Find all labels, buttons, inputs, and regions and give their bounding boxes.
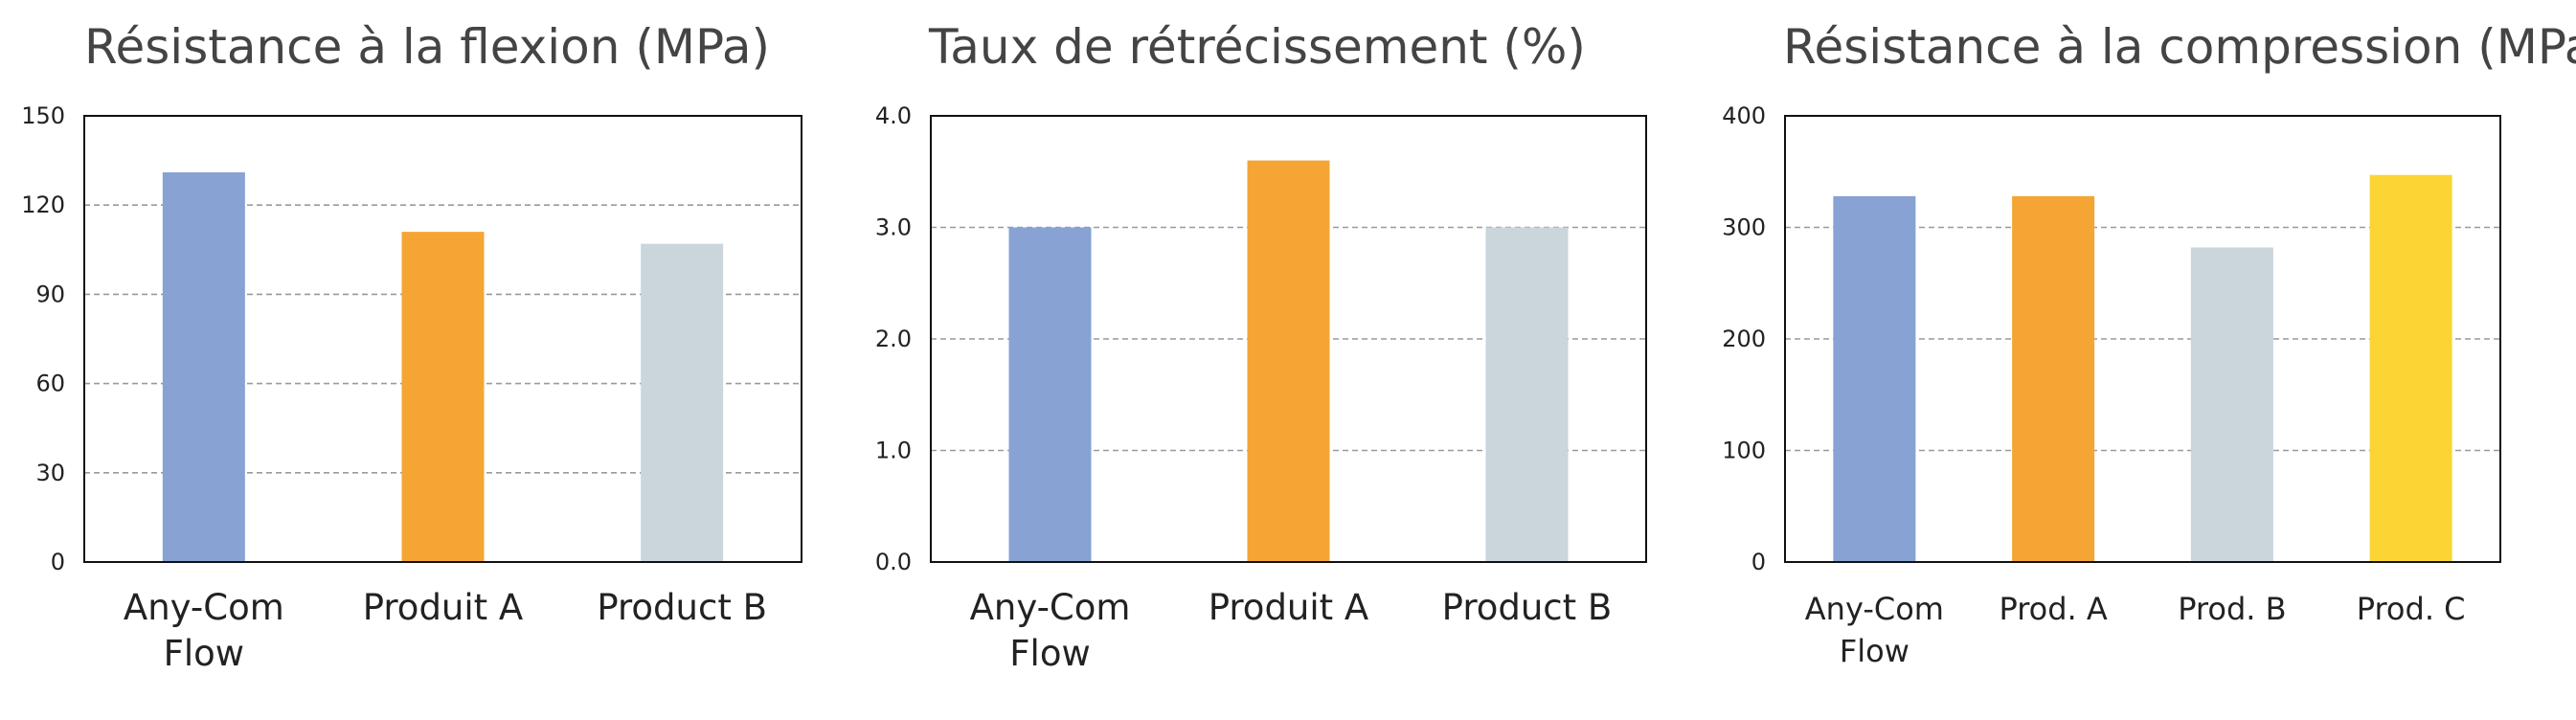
bar: [1247, 160, 1330, 562]
bar: [1833, 195, 1916, 562]
bar: [162, 172, 245, 562]
bar: [1008, 227, 1092, 562]
x-tick-label: Any-Com: [124, 587, 284, 628]
y-tick-label: 2.0: [875, 326, 912, 352]
x-tick-label: Flow: [1840, 633, 1909, 669]
y-tick-label: 120: [21, 191, 65, 218]
plot-frame: [1784, 115, 2501, 563]
y-tick-label: 0: [51, 549, 65, 575]
x-tick-label: Product B: [597, 587, 767, 628]
y-tick-label: 1.0: [875, 438, 912, 464]
plot-frame: [83, 115, 802, 563]
chart-title: Taux de rétrécissement (%): [928, 19, 1586, 75]
bar: [2369, 174, 2452, 562]
x-tick-label: Prod. C: [2357, 591, 2466, 627]
y-tick-label: 150: [21, 102, 65, 129]
bar: [2012, 195, 2095, 562]
x-tick-label: Prod. B: [2178, 591, 2286, 627]
bar: [401, 232, 485, 562]
y-tick-label: 30: [35, 460, 65, 486]
x-tick-label: Produit A: [363, 587, 524, 628]
y-tick-label: 300: [1722, 214, 1766, 241]
x-tick-label: Prod. A: [1999, 591, 2107, 627]
x-tick-label: Product B: [1442, 587, 1613, 628]
y-tick-label: 90: [35, 281, 65, 307]
x-tick-label: Any-Com: [1805, 591, 1944, 627]
y-tick-label: 400: [1722, 102, 1766, 129]
y-tick-label: 60: [35, 371, 65, 397]
y-tick-label: 3.0: [875, 214, 912, 241]
y-tick-label: 200: [1722, 326, 1766, 352]
x-tick-label: Flow: [164, 633, 244, 674]
bar: [1485, 227, 1569, 562]
y-tick-label: 0: [1751, 549, 1766, 575]
x-tick-label: Any-Com: [970, 587, 1131, 628]
y-tick-label: 4.0: [875, 102, 912, 129]
chart-panel-2: Taux de rétrécissement (%) 0.0 1.0 2.0 3.0 4.…: [875, 19, 1647, 674]
bar: [641, 243, 724, 562]
chart-title: Résistance à la compression (MPa): [1783, 19, 2576, 75]
x-tick-label: Produit A: [1209, 587, 1369, 628]
y-tick-label: 0.0: [875, 549, 912, 575]
chart-panel-3: Résistance à la compression (MPa) 0 100 200…: [1722, 19, 2576, 669]
chart-panel-1: Résistance à la flexion (MPa) 0 30 60 90 120 1…: [21, 19, 802, 674]
bar: [2190, 247, 2273, 562]
plot-frame: [930, 115, 1647, 563]
x-tick-label: Flow: [1009, 633, 1090, 674]
chart-title: Résistance à la flexion (MPa): [84, 19, 770, 75]
y-tick-label: 100: [1722, 438, 1766, 464]
